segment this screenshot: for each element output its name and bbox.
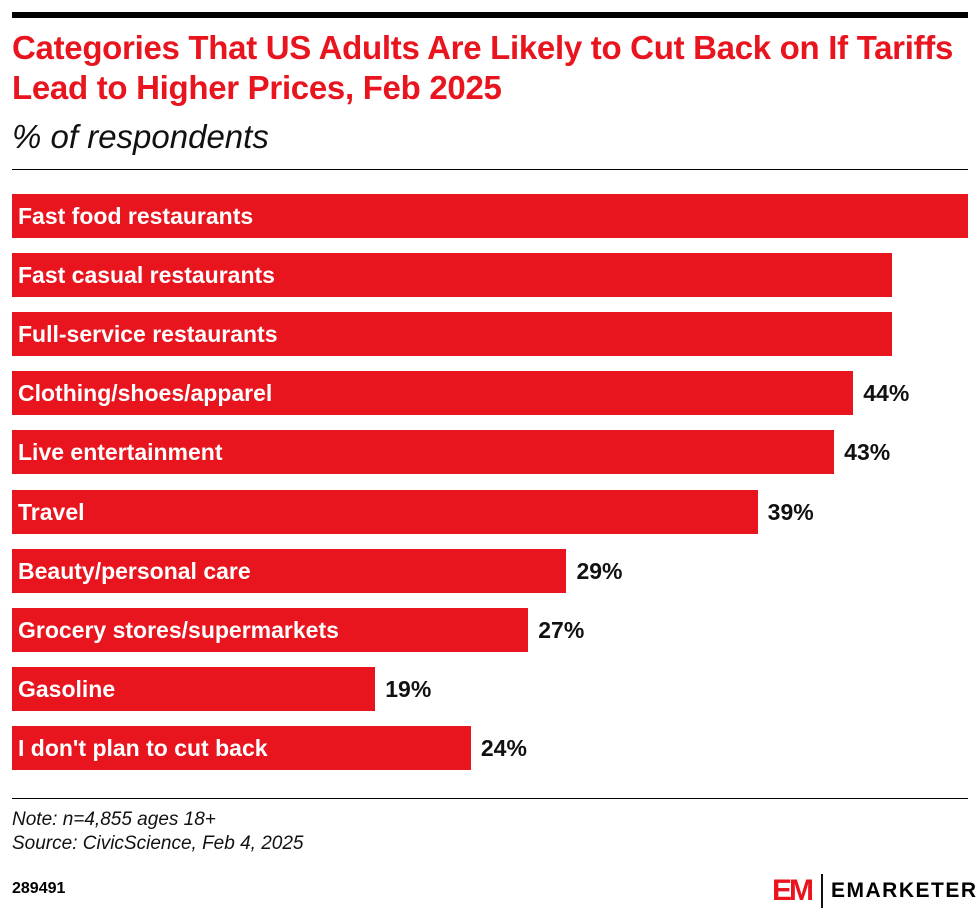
bar [12, 725, 471, 770]
value-label: 44% [863, 380, 910, 407]
top-bar [12, 12, 968, 18]
category-label: Travel [18, 498, 85, 525]
divider [12, 169, 968, 170]
bar [12, 253, 892, 298]
category-label: Grocery stores/supermarkets [18, 616, 339, 643]
logo-mark: EM [772, 874, 814, 907]
category-label: Fast food restaurants [18, 203, 254, 229]
value-label: 27% [538, 616, 585, 643]
note: Note: n=4,855 ages 18+ [12, 809, 216, 830]
bar [12, 548, 567, 593]
category-label: Full-service restaurants [18, 321, 278, 348]
chart-subtitle: % of respondents [12, 118, 269, 155]
category-label: I don't plan to cut back [18, 734, 268, 761]
bar [12, 489, 758, 534]
divider [12, 798, 968, 799]
logo-wordmark: EMARKETER [831, 879, 978, 902]
bar [12, 194, 968, 238]
logo-separator [821, 874, 823, 908]
chart-id: 289491 [12, 880, 66, 897]
category-label: Clothing/shoes/apparel [18, 380, 273, 407]
bar [12, 371, 854, 416]
bar [12, 607, 529, 652]
chart-title: Categories That US Adults Are Likely to … [12, 29, 953, 106]
value-label: 24% [480, 734, 527, 761]
bar [12, 666, 376, 711]
category-label: Live entertainment [18, 439, 223, 466]
value-label: 39% [767, 498, 814, 525]
category-label: Beauty/personal care [18, 557, 251, 584]
value-label: 43% [844, 439, 891, 466]
notes: Note: n=4,855 ages 18+ Source: CivicScie… [12, 808, 304, 856]
bar [12, 430, 835, 475]
bar [12, 312, 892, 357]
category-label: Gasoline [18, 675, 116, 702]
category-label: Fast casual restaurants [18, 262, 275, 289]
source: Source: CivicScience, Feb 4, 2025 [12, 833, 304, 854]
value-label: 29% [576, 557, 623, 584]
value-label: 19% [385, 675, 432, 702]
emarketer-logo: EM EMARKETER [772, 874, 978, 908]
